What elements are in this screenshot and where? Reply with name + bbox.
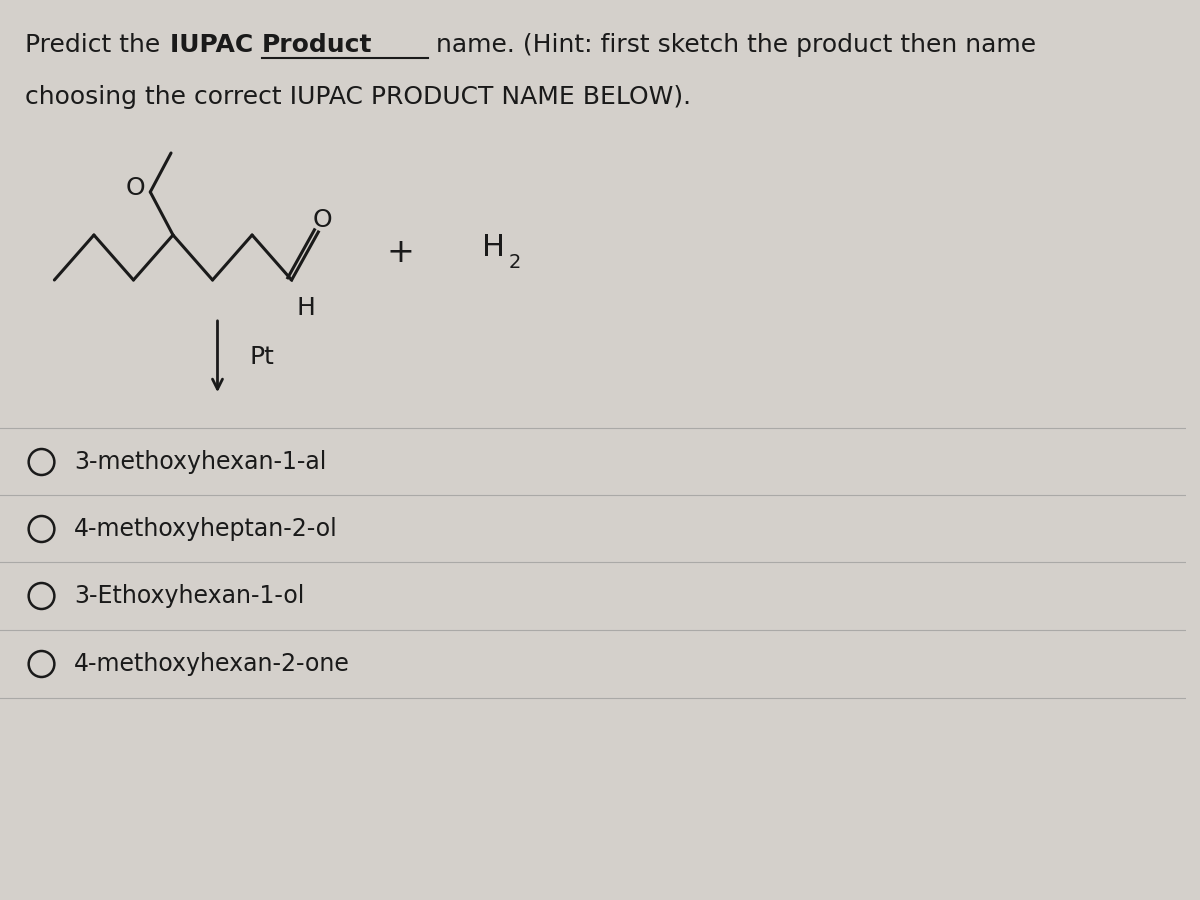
Text: Predict the: Predict the xyxy=(25,33,168,57)
Text: H: H xyxy=(296,296,314,320)
Text: Pt: Pt xyxy=(250,345,274,369)
Text: O: O xyxy=(126,176,145,200)
Text: Product: Product xyxy=(262,33,372,57)
Text: +: + xyxy=(386,236,414,268)
Text: IUPAC: IUPAC xyxy=(170,33,262,57)
Text: 3-methoxyhexan-1-al: 3-methoxyhexan-1-al xyxy=(74,450,326,474)
Text: H: H xyxy=(482,233,505,263)
Text: 4-methoxyhexan-2-one: 4-methoxyhexan-2-one xyxy=(74,652,350,676)
Text: 4-methoxyheptan-2-ol: 4-methoxyheptan-2-ol xyxy=(74,517,338,541)
Text: O: O xyxy=(312,208,332,232)
Text: 2: 2 xyxy=(509,253,522,272)
Text: choosing the correct IUPAC PRODUCT NAME BELOW).: choosing the correct IUPAC PRODUCT NAME … xyxy=(25,85,691,109)
Text: 3-Ethoxyhexan-1-ol: 3-Ethoxyhexan-1-ol xyxy=(74,584,305,608)
Text: name. (Hint: first sketch the product then name: name. (Hint: first sketch the product th… xyxy=(428,33,1036,57)
